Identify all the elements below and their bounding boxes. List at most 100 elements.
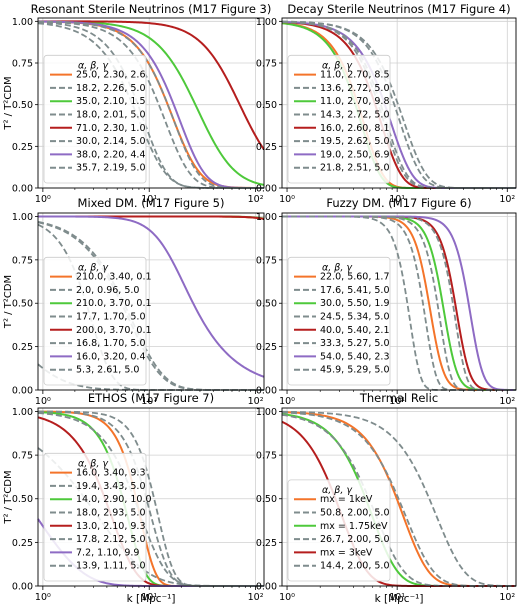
legend-header: α, β, γ — [322, 485, 353, 496]
legend-entry: mx = 1keV — [320, 494, 373, 505]
y-tick-label: 0.00 — [256, 184, 277, 195]
y-tick-label: 0.00 — [256, 582, 277, 593]
y-tick-label: 0.75 — [12, 255, 33, 266]
y-tick-label: 0.00 — [12, 386, 33, 397]
x-tick-label: 10² — [499, 592, 515, 603]
legend-entry: 11.0, 2.70, 9.8 — [320, 96, 390, 107]
y-tick-label: 0.50 — [256, 299, 277, 310]
legend-entry: mx = 3keV — [320, 547, 373, 558]
legend-entry: 22.0, 5.60, 1.7 — [320, 272, 390, 283]
legend-entry: 210.0, 3.40, 0.1 — [76, 272, 152, 283]
panel-5: ETHOS (M17 Figure 7) 0.00 0.25 0.50 0.75 1.00… — [3, 391, 265, 605]
legend: α, β, γ11.0, 2.70, 8.5 13.6, 2.72, 5.0 11.… — [287, 54, 391, 184]
legend-entry: 16.0, 3.20, 0.4 — [76, 351, 146, 362]
panel-title: Resonant Sterile Neutrinos (M17 Figure 3… — [31, 2, 272, 16]
y-tick-label: 1.00 — [256, 407, 277, 418]
y-axis-label: T² / T²CDM — [3, 470, 14, 524]
panel-title: Decay Sterile Neutrinos (M17 Figure 4) — [287, 2, 510, 16]
x-tick-label: 10² — [248, 592, 264, 603]
y-tick-label: 0.25 — [12, 342, 33, 353]
y-tick-label: 0.00 — [256, 386, 277, 397]
y-tick-label: 1.00 — [12, 407, 33, 418]
x-axis-label: k [Mpc⁻¹] — [375, 593, 424, 605]
series-line-5 — [38, 20, 265, 151]
legend-entry: 21.8, 2.51, 5.0 — [320, 163, 390, 174]
legend-entry: 18.2, 2.26, 5.0 — [76, 83, 146, 94]
series-line-7 — [38, 215, 265, 378]
legend-entry: 14.0, 2.90, 10.0 — [76, 494, 152, 505]
series-line-8 — [282, 215, 516, 391]
legend-entry: 16.0, 2.60, 8.1 — [320, 123, 390, 134]
y-tick-label: 0.50 — [256, 100, 277, 111]
y-tick-label: 0.25 — [256, 142, 277, 153]
x-axis-label: k [Mpc⁻¹] — [127, 593, 176, 605]
legend-header: α, β, γ — [78, 458, 109, 469]
y-tick-label: 0.50 — [12, 100, 33, 111]
y-tick-label: 0.25 — [256, 342, 277, 353]
legend-entry: 50.8, 2.00, 5.0 — [320, 508, 390, 519]
legend-entry: 45.9, 5.29, 5.0 — [320, 365, 390, 376]
y-tick-label: 0.00 — [12, 582, 33, 593]
y-tick-label: 0.75 — [12, 59, 33, 70]
panel-title: Fuzzy DM. (M17 Figure 6) — [326, 196, 471, 210]
legend-entry: 13.9, 1.11, 5.0 — [76, 561, 146, 572]
legend-entry: 2.0, 0.96, 5.0 — [76, 285, 139, 296]
y-tick-label: 0.75 — [256, 451, 277, 462]
legend-entry: 40.0, 5.40, 2.1 — [320, 325, 390, 336]
legend-entry: 25.0, 2.30, 2.6 — [76, 70, 146, 81]
legend-entry: mx = 1.75keV — [320, 521, 388, 532]
series-line-6 — [37, 20, 264, 189]
legend-entry: 35.7, 2.19, 5.0 — [76, 163, 146, 174]
legend-entry: 18.0, 2.93, 5.0 — [76, 508, 146, 519]
y-tick-label: 0.50 — [12, 299, 33, 310]
legend: α, β, γ25.0, 2.30, 2.6 18.2, 2.26, 5.0 35.… — [43, 54, 147, 184]
legend: α, β, γ22.0, 5.60, 1.7 17.6, 5.41, 5.0 30.… — [287, 256, 391, 386]
plot-frame — [37, 212, 265, 391]
plot-frame — [281, 17, 517, 189]
x-tick-label: 10¹ — [141, 396, 157, 407]
y-tick-label: 0.25 — [12, 142, 33, 153]
legend-entry: 11.0, 2.70, 8.5 — [320, 70, 390, 81]
legend-entry: 7.2, 1.10, 9.9 — [76, 547, 139, 558]
y-tick-label: 0.00 — [12, 184, 33, 195]
y-tick-label: 1.00 — [12, 212, 33, 223]
y-tick-label: 1.00 — [12, 17, 33, 28]
legend-entry: 13.6, 2.72, 5.0 — [320, 83, 390, 94]
x-tick-label: 10¹ — [389, 592, 405, 603]
legend-entry: 13.0, 2.10, 9.3 — [76, 521, 146, 532]
legend: α, β, γmx = 1keV 50.8, 2.00, 5.0 mx = 1.75… — [287, 479, 391, 582]
legend-entry: 17.7, 1.70, 5.0 — [76, 312, 146, 323]
legend-entry: 17.6, 5.41, 5.0 — [320, 285, 390, 296]
x-tick-label: 10⁰ — [279, 194, 295, 205]
y-tick-label: 0.75 — [256, 255, 277, 266]
y-axis-label: T² / T²CDM — [3, 275, 14, 329]
legend-entry: 5.3, 2.61, 5.0 — [76, 365, 139, 376]
x-tick-label: 10² — [499, 396, 515, 407]
plot-frame — [37, 17, 265, 189]
x-tick-label: 10⁰ — [35, 396, 51, 407]
legend-entry: 71.0, 2.30, 1.0 — [76, 123, 146, 134]
x-tick-label: 10² — [248, 396, 264, 407]
series-line-6 — [281, 413, 516, 587]
x-tick-label: 10¹ — [389, 194, 405, 205]
series-line-2 — [281, 410, 517, 587]
legend: α, β, γ16.0, 3.40, 9.3 19.4, 3.43, 5.0 14.… — [43, 452, 152, 582]
legend-entry: 14.4, 2.00, 5.0 — [320, 561, 390, 572]
x-tick-label: 10⁰ — [279, 592, 295, 603]
panel-4: Fuzzy DM. (M17 Figure 6) 0.00 0.25 0.50 0.75… — [256, 196, 517, 407]
legend-entry: 19.0, 2.50, 6.9 — [320, 149, 390, 160]
y-tick-label: 0.50 — [12, 494, 33, 505]
y-tick-label: 0.75 — [256, 59, 277, 70]
x-tick-label: 10¹ — [389, 396, 405, 407]
legend-entry: 14.3, 2.72, 5.0 — [320, 110, 390, 121]
panel-title: ETHOS (M17 Figure 7) — [88, 391, 214, 405]
panel-2: Decay Sterile Neutrinos (M17 Figure 4) 0.… — [256, 2, 517, 205]
legend-entry: 18.0, 2.01, 5.0 — [76, 110, 146, 121]
legend-entry: 17.8, 2.12, 5.0 — [76, 534, 146, 545]
y-tick-label: 0.50 — [256, 494, 277, 505]
legend-entry: 16.0, 3.40, 9.3 — [76, 468, 146, 479]
legend-header: α, β, γ — [322, 60, 353, 71]
x-tick-label: 10⁰ — [35, 592, 51, 603]
